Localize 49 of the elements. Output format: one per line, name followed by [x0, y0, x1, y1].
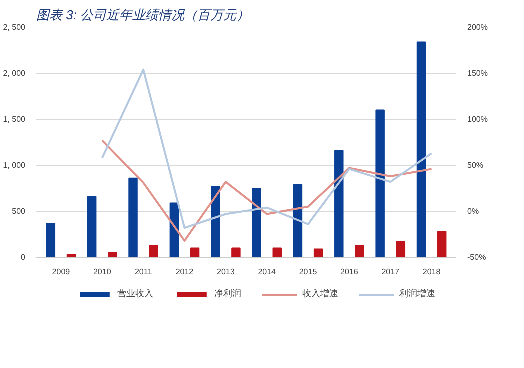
bar — [108, 252, 118, 258]
y-tick-label: 1, 500 — [3, 115, 26, 124]
y-tick-label: 2, 000 — [3, 69, 26, 78]
x-tick-label: 2015 — [299, 268, 318, 276]
bar — [190, 248, 200, 258]
bar — [232, 248, 241, 258]
x-tick-label: 2016 — [340, 268, 359, 276]
bar — [252, 188, 262, 258]
legend-label: 营业收入 — [118, 288, 154, 300]
bar — [437, 231, 447, 258]
x-tick-label: 2010 — [93, 268, 112, 276]
x-tick-label: 2009 — [52, 268, 71, 276]
y2-tick-label: 150% — [468, 69, 488, 78]
bar — [334, 150, 344, 258]
x-tick-label: 2017 — [382, 268, 400, 276]
legend-label: 净利润 — [214, 288, 242, 300]
bar — [66, 254, 76, 258]
bar — [314, 248, 324, 258]
bar — [272, 248, 282, 258]
x-tick-label: 2013 — [217, 268, 236, 276]
bar — [396, 241, 406, 258]
bar — [355, 245, 364, 258]
y-tick-label: 1, 000 — [3, 161, 26, 170]
bar — [128, 178, 138, 258]
line-series — [101, 140, 433, 242]
y-tick-label: 500 — [12, 207, 26, 216]
bar — [170, 202, 180, 258]
x-tick-label: 2012 — [176, 268, 194, 276]
y-tick-label: 0 — [21, 253, 26, 262]
x-tick-label: 2018 — [422, 268, 442, 276]
y2-tick-label: 0% — [468, 207, 480, 216]
bar — [46, 222, 56, 258]
legend-label: 利润增速 — [400, 288, 436, 300]
x-tick-label: 2011 — [134, 268, 153, 276]
bar — [416, 42, 426, 258]
y2-tick-label: 200% — [468, 23, 488, 32]
bar — [376, 110, 385, 258]
y2-tick-label: 50% — [468, 161, 484, 170]
bar — [149, 245, 158, 258]
y2-tick-label: -50% — [468, 253, 486, 262]
line-series — [101, 68, 433, 230]
bar — [293, 184, 303, 258]
chart-title: 图表 3: 公司近年业绩情况（百万元） — [36, 8, 250, 22]
y-tick-label: 2, 500 — [3, 23, 26, 32]
bar — [211, 186, 220, 258]
bar — [87, 196, 97, 258]
legend-label: 收入增速 — [302, 288, 338, 300]
y2-tick-label: 100% — [468, 115, 488, 124]
x-tick-label: 2014 — [258, 268, 277, 276]
